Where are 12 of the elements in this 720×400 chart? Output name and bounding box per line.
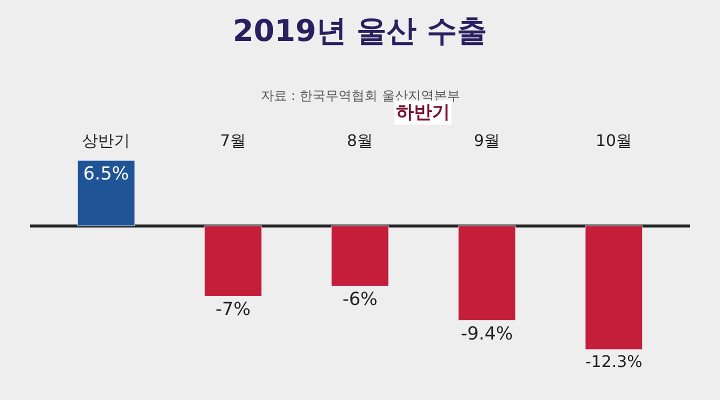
x-tick-label: 10월 bbox=[596, 130, 632, 150]
data-label: -12.3% bbox=[585, 352, 642, 371]
x-tick-label: 상반기 bbox=[82, 130, 130, 150]
x-tick-label: 8월 bbox=[346, 130, 374, 150]
data-label: 6.5% bbox=[83, 164, 130, 184]
data-label: -6% bbox=[342, 289, 378, 310]
x-tick-label: 7월 bbox=[220, 130, 246, 150]
data-label: -7% bbox=[216, 299, 251, 320]
chart-title: 2019년 울산 수출 bbox=[232, 14, 488, 49]
data-label: -9.4% bbox=[460, 323, 514, 344]
text: 하반기 bbox=[396, 102, 450, 123]
x-tick-label: 9월 bbox=[474, 130, 500, 150]
